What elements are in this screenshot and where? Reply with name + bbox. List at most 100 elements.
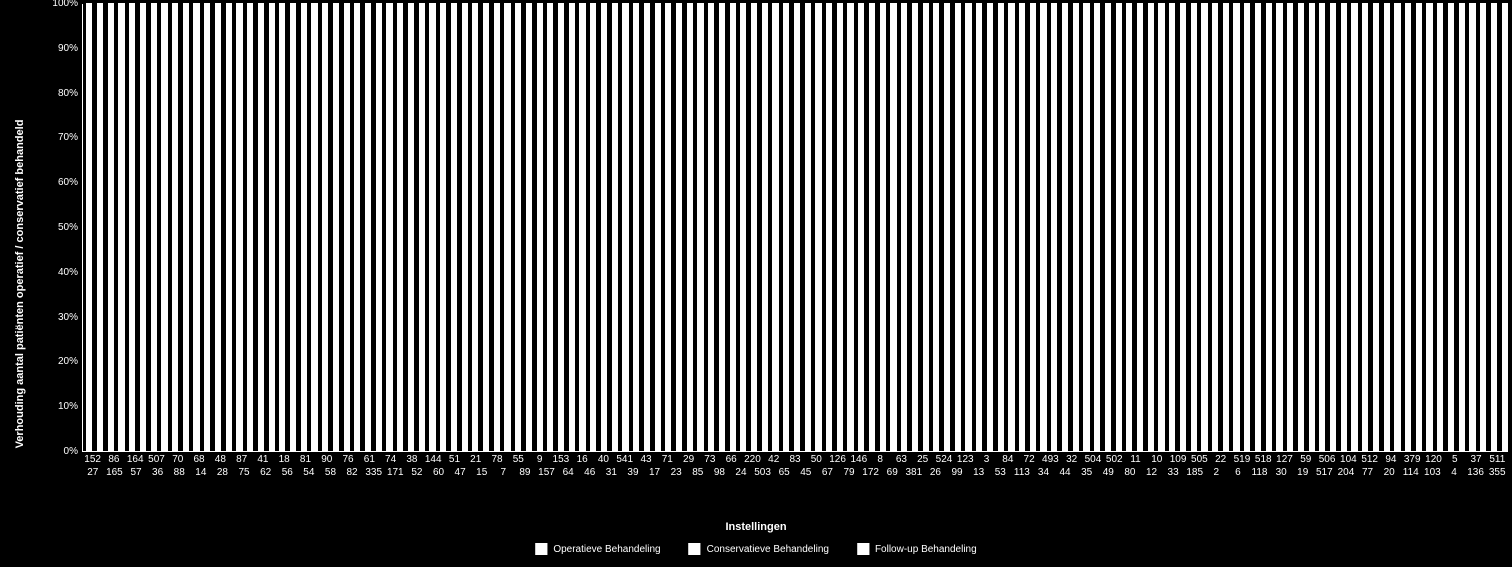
- x-tick-label: 12: [1140, 468, 1164, 479]
- bar: [621, 3, 629, 451]
- y-tick-label: 10%: [58, 401, 78, 412]
- bar: [986, 3, 994, 451]
- y-tick-label: 100%: [52, 0, 78, 9]
- x-tick-label: 118: [1248, 468, 1272, 479]
- bar: [1125, 3, 1133, 451]
- bar: [1243, 3, 1251, 451]
- bar: [954, 3, 962, 451]
- bar: [332, 3, 340, 451]
- x-tick-label: 36: [146, 468, 170, 479]
- bar: [1029, 3, 1037, 451]
- bar: [997, 3, 1005, 451]
- bar: [1404, 3, 1412, 451]
- bar: [171, 3, 179, 451]
- bar: [1361, 3, 1369, 451]
- bar: [932, 3, 940, 451]
- bar: [225, 3, 233, 451]
- y-tick-label: 0%: [64, 446, 78, 457]
- x-tick-label: 46: [578, 468, 602, 479]
- legend-item: Conservatieve Behandeling: [689, 543, 829, 555]
- x-tick-label: 69: [880, 468, 904, 479]
- x-tick-label: 114: [1399, 468, 1423, 479]
- x-tick-label: 171: [383, 468, 407, 479]
- bar: [471, 3, 479, 451]
- bar: [589, 3, 597, 451]
- x-tick-label: 67: [815, 468, 839, 479]
- x-tick-label: 24: [729, 468, 753, 479]
- bar: [1393, 3, 1401, 451]
- legend-label: Follow-up Behandeling: [875, 544, 977, 555]
- x-tick-label: 31: [599, 468, 623, 479]
- legend-swatch: [857, 543, 869, 555]
- bar: [889, 3, 897, 451]
- plot-area: [82, 4, 1508, 452]
- bar: [1329, 3, 1337, 451]
- bar: [257, 3, 265, 451]
- x-tick-label: 30: [1269, 468, 1293, 479]
- bar: [846, 3, 854, 451]
- bar: [246, 3, 254, 451]
- bar: [600, 3, 608, 451]
- bar: [1007, 3, 1015, 451]
- x-tick-label: 65: [772, 468, 796, 479]
- bar: [128, 3, 136, 451]
- bar: [922, 3, 930, 451]
- bar: [503, 3, 511, 451]
- bar: [1222, 3, 1230, 451]
- x-tick-label: 56: [275, 468, 299, 479]
- bar: [1501, 3, 1509, 451]
- bar: [793, 3, 801, 451]
- x-tick-label: 35: [1075, 468, 1099, 479]
- bar: [1415, 3, 1423, 451]
- bar: [396, 3, 404, 451]
- bar: [343, 3, 351, 451]
- x-tick-label: 33: [1161, 468, 1185, 479]
- bar: [310, 3, 318, 451]
- x-axis-title: Instellingen: [725, 521, 786, 533]
- x-tick-label: 62: [254, 468, 278, 479]
- bar: [1168, 3, 1176, 451]
- bar: [1200, 3, 1208, 451]
- bar: [235, 3, 243, 451]
- bar: [1318, 3, 1326, 451]
- bar: [353, 3, 361, 451]
- bar: [1265, 3, 1273, 451]
- x-tick-label: 79: [837, 468, 861, 479]
- x-tick-label: 49: [1096, 468, 1120, 479]
- x-tick-label: 2: [1204, 468, 1228, 479]
- bar: [278, 3, 286, 451]
- x-tick-label: 27: [81, 468, 105, 479]
- bar: [107, 3, 115, 451]
- x-tick-label: 4: [1442, 468, 1466, 479]
- bar: [964, 3, 972, 451]
- bar: [578, 3, 586, 451]
- bar: [750, 3, 758, 451]
- bar: [675, 3, 683, 451]
- x-tick-label: 136: [1464, 468, 1488, 479]
- x-tick-label: 355: [1485, 468, 1509, 479]
- bar: [1286, 3, 1294, 451]
- bar: [214, 3, 222, 451]
- bar: [160, 3, 168, 451]
- x-tick-label: 381: [902, 468, 926, 479]
- x-tick-label: 103: [1420, 468, 1444, 479]
- y-tick-label: 70%: [58, 132, 78, 143]
- bar: [611, 3, 619, 451]
- x-tick-label: 52: [405, 468, 429, 479]
- bar: [1211, 3, 1219, 451]
- bar: [1383, 3, 1391, 451]
- bar: [493, 3, 501, 451]
- bar: [1072, 3, 1080, 451]
- x-tick-label: 80: [1118, 468, 1142, 479]
- bar: [203, 3, 211, 451]
- bar: [1425, 3, 1433, 451]
- bar: [182, 3, 190, 451]
- bar: [1104, 3, 1112, 451]
- x-tick-label: 28: [210, 468, 234, 479]
- bar: [664, 3, 672, 451]
- bar: [718, 3, 726, 451]
- bar: [632, 3, 640, 451]
- bar: [1157, 3, 1165, 451]
- bar: [654, 3, 662, 451]
- x-tick-label: 517: [1312, 468, 1336, 479]
